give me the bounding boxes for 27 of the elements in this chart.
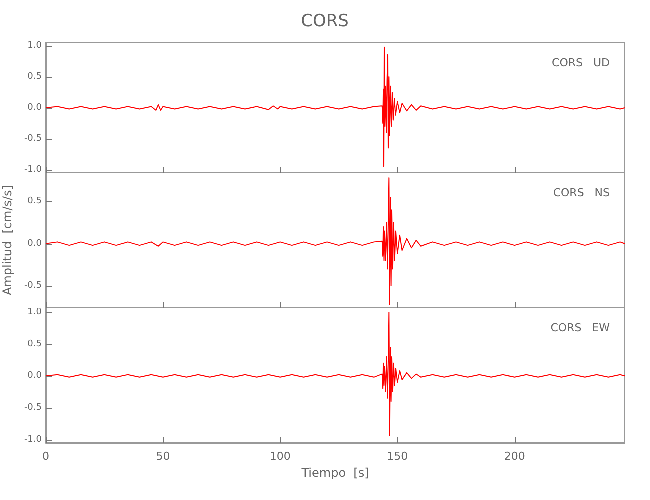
line-series — [46, 178, 626, 306]
text: CORS UD — [552, 56, 610, 70]
line-series — [46, 312, 626, 436]
text: CORS EW — [550, 322, 610, 334]
x-tick-label: 100 — [270, 450, 291, 463]
line-series — [46, 46, 626, 168]
y-tick-label: -0.5 — [24, 402, 42, 413]
y-tick-label: -0.5 — [24, 281, 42, 292]
y-tick-label: 0.0 — [28, 371, 42, 382]
x-tick-label: 200 — [504, 450, 526, 463]
chart-title: CORS — [301, 12, 349, 32]
y-tick-label: 0.5 — [28, 196, 42, 207]
y-tick-label: 0.5 — [28, 339, 42, 350]
y-tick-label: 1.0 — [28, 41, 42, 52]
x-tick-label: 0 — [42, 450, 50, 463]
y-tick-label: 0.5 — [28, 72, 42, 82]
text: CORS NS — [553, 186, 610, 200]
y-tick-label: 1.0 — [28, 307, 42, 318]
y-tick-label: -1.0 — [24, 434, 42, 445]
y-tick-label: 0.0 — [28, 238, 42, 249]
y-axis-title: Amplitud [cm/s/s] — [0, 186, 15, 296]
y-tick-label: -1.0 — [24, 164, 42, 175]
y-tick-label: 0.0 — [28, 103, 42, 113]
x-axis-title: Tiempo [s] — [300, 466, 370, 480]
y-tick-label: -0.5 — [24, 134, 42, 144]
x-tick-label: 150 — [387, 450, 408, 463]
x-tick-label: 50 — [156, 450, 170, 463]
